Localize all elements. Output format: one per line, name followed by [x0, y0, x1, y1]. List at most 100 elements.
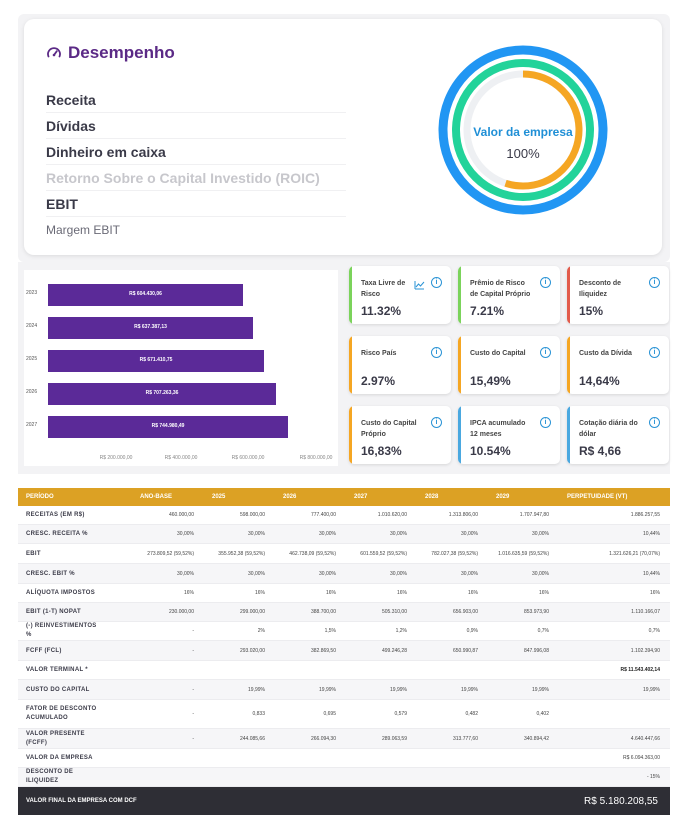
table-cell: 460.000,00 [168, 512, 194, 518]
tile-label: Prêmio de Risco de Capital Próprio [470, 280, 531, 298]
row-label: ALÍQUOTA IMPOSTOS [26, 590, 95, 596]
table-header-cell[interactable]: 2028 [425, 494, 439, 500]
metric-item-receita[interactable]: Receita [46, 87, 346, 113]
table-header-cell[interactable]: 2029 [496, 494, 510, 500]
row-label: (-) REINVESTIMENTOS % [26, 623, 97, 638]
metric-item-margem-ebit[interactable]: Margem EBIT [46, 223, 121, 237]
bar-year-label: 2023 [26, 290, 38, 296]
ebit-bar[interactable]: R$ 671.410,75 [48, 350, 264, 372]
table-cell: 30,00% [461, 531, 478, 537]
tile-value: 14,64% [579, 374, 620, 388]
indicator-tile[interactable]: IPCA acumulado 12 meses 10.54% i [458, 406, 560, 464]
tile-label: Risco País [361, 350, 397, 357]
info-icon[interactable]: i [649, 417, 660, 428]
x-axis: R$ 200.000,00 R$ 400.000,00 R$ 600.000,00 R… [24, 455, 338, 463]
table-cell: 0,695 [323, 711, 336, 717]
table-cell: 30,00% [390, 570, 407, 577]
tile-value: 15% [579, 304, 604, 318]
table-row: VALOR TERMINAL * R$ 11.543.402,14 [18, 661, 670, 680]
table-cell: 16% [467, 590, 478, 596]
info-icon[interactable]: i [649, 277, 660, 288]
ring-outer-track [438, 45, 608, 215]
table-cell: 0,9% [466, 628, 478, 634]
row-label: VALOR TERMINAL * [26, 667, 88, 673]
table-cell: 16% [649, 590, 660, 596]
table-header-cell[interactable]: 2025 [212, 494, 226, 500]
row-label: RECEITAS (EM R$) [26, 512, 85, 518]
table-cell: 1.110.166,07 [631, 609, 660, 615]
table-row: EBIT (1-T) NOPAT 230.000,00 299.000,00 388.… [18, 603, 670, 622]
metric-item-dividas[interactable]: Dívidas [46, 113, 346, 139]
table-cell: R$ 6.094.363,00 [623, 755, 660, 761]
indicator-tile[interactable]: Taxa Livre de Risco 11.32% i [349, 266, 451, 324]
ebit-bar[interactable]: R$ 707.263,36 [48, 383, 276, 405]
metric-item-roic[interactable]: Retorno Sobre o Capital Investido (ROIC) [46, 165, 346, 191]
indicator-tile[interactable]: Custo do Capital Próprio 16,83% i [349, 406, 451, 464]
indicator-tile[interactable]: Custo da Dívida 14,64% i [567, 336, 669, 394]
row-label: CUSTO DO CAPITAL [26, 686, 90, 693]
indicator-tile[interactable]: Custo do Capital 15,49% i [458, 336, 560, 394]
metric-list: Receita Dívidas Dinheiro em caixa Retorn… [46, 87, 346, 243]
info-icon[interactable]: i [540, 347, 551, 358]
ebit-bar[interactable]: R$ 637.387,13 [48, 317, 253, 339]
tile-accent-bar [349, 336, 352, 394]
table-cell: 0,402 [536, 711, 549, 717]
table-row: CRESC. EBIT % 30,00% 30,00% 30,00% 30,00% 30,… [18, 564, 670, 584]
x-tick-label: R$ 800.000,00 [299, 455, 333, 461]
ebit-bar[interactable]: R$ 744.980,49 [48, 416, 288, 438]
bar-year-label: 2025 [26, 356, 38, 362]
table-header-cell[interactable]: 2026 [283, 494, 297, 500]
table-cell: 2% [257, 628, 265, 634]
bar-year-label: 2026 [26, 389, 38, 395]
indicator-tile[interactable]: Risco País 2.97% i [349, 336, 451, 394]
tile-accent-bar [567, 406, 570, 464]
ebit-bar[interactable]: R$ 604.430,06 [48, 284, 243, 306]
row-label: FATOR DE DESCONTO ACUMULADO [26, 706, 97, 721]
table-cell: 1.102.394,90 [630, 647, 660, 654]
table-cell: 1.016.635,59 (59,52%) [498, 550, 549, 557]
table-cell: 499.246,28 [381, 647, 407, 654]
table-header-cell[interactable]: PERÍODO [26, 494, 54, 500]
metric-item-ebit[interactable]: EBIT [46, 191, 346, 217]
table-cell: 244.085,66 [239, 735, 265, 742]
ring-middle-track [452, 59, 594, 201]
metric-item-caixa[interactable]: Dinheiro em caixa [46, 139, 346, 165]
table-cell: - 15% [646, 774, 660, 780]
tile-accent-bar [349, 406, 352, 464]
info-icon[interactable]: i [540, 277, 551, 288]
line-chart-icon[interactable] [414, 277, 425, 290]
table-cell: 30,00% [248, 570, 265, 577]
table-cell: 10,44% [643, 570, 660, 577]
x-tick-label: R$ 200.000,00 [99, 455, 133, 461]
table-header-cell[interactable]: 2027 [354, 494, 368, 500]
info-icon[interactable]: i [431, 347, 442, 358]
table-cell: 0,482 [465, 711, 478, 717]
indicator-tile[interactable]: Desconto de Iliquidez 15% i [567, 266, 669, 324]
row-label: CRESC. RECEITA % [26, 531, 88, 537]
table-cell: 388.700,00 [310, 609, 336, 615]
table-header-cell[interactable]: ANO-BASE [140, 494, 173, 500]
tile-value: 10.54% [470, 444, 511, 458]
table-header-cell[interactable]: PERPETUIDADE (VT) [567, 494, 628, 500]
table-cell: 1.010.620,00 [377, 512, 407, 518]
bar-value-label: R$ 671.410,75 [139, 357, 173, 363]
bar-row: 2027 R$ 744.980,49 [24, 416, 338, 438]
table-cell: 1,2% [395, 628, 407, 634]
table-cell: 1.321.626,21 (70,07%) [609, 550, 660, 557]
row-label: DESCONTO DE ILIQUIDEZ [26, 769, 74, 784]
table-cell: 355.952,38 (59,52%) [218, 550, 265, 557]
info-icon[interactable]: i [649, 347, 660, 358]
info-icon[interactable]: i [431, 417, 442, 428]
tile-value: 7.21% [470, 304, 505, 318]
indicator-tile[interactable]: Cotação diária do dólar R$ 4,66 i [567, 406, 669, 464]
table-row: CRESC. RECEITA % 30,00% 30,00% 30,00% 30,00%… [18, 525, 670, 544]
info-icon[interactable]: i [540, 417, 551, 428]
tile-label: Custo da Dívida [579, 350, 632, 357]
indicator-tile[interactable]: Prêmio de Risco de Capital Próprio 7.21% i [458, 266, 560, 324]
info-icon[interactable]: i [431, 277, 442, 288]
company-value-label: Valor da empresa [473, 125, 573, 139]
table-cell: 19,99% [248, 686, 265, 693]
table-cell: 598.000,00 [239, 512, 265, 518]
tile-label: Custo do Capital [470, 350, 526, 357]
